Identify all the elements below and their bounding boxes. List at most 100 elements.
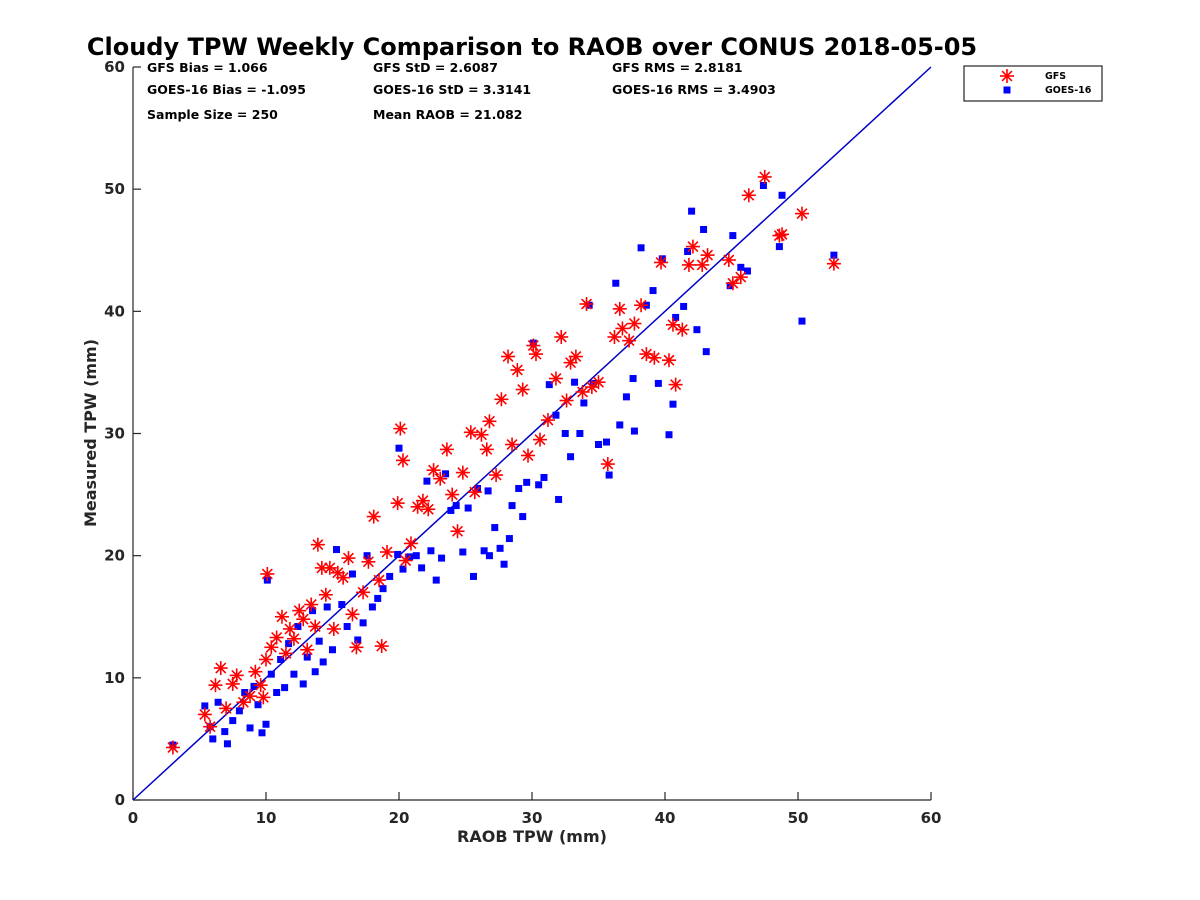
asterisk-stroke — [309, 621, 321, 633]
x-tick-label: 50 — [788, 809, 809, 827]
x-tick-label: 60 — [921, 809, 942, 827]
asterisk-stroke — [635, 299, 647, 311]
gfs-point — [296, 612, 311, 627]
goes16-point — [246, 724, 254, 732]
gfs-point — [474, 427, 489, 442]
asterisk-stroke — [648, 352, 660, 364]
goes16-point — [395, 444, 403, 452]
asterisk-stroke — [271, 632, 283, 644]
goes16-point — [311, 668, 319, 676]
goes16-point — [669, 400, 677, 408]
goes16-point — [223, 740, 231, 748]
asterisk-stroke — [727, 277, 739, 289]
gfs-point — [600, 457, 615, 472]
goes16-point — [254, 701, 262, 709]
goes16-point — [737, 263, 745, 271]
asterisk-stroke — [534, 434, 546, 446]
goes16-point — [262, 720, 270, 728]
gfs-point — [259, 652, 273, 667]
goes16-point — [281, 684, 289, 692]
asterisk-stroke — [376, 640, 388, 652]
gfs-point — [612, 301, 627, 316]
gfs-point — [395, 453, 410, 468]
x-tick-label: 10 — [256, 809, 277, 827]
stat-goes-rms: GOES-16 RMS = 3.4903 — [612, 82, 776, 97]
goes16-point — [775, 243, 783, 251]
gfs-point — [341, 551, 356, 566]
asterisk-stroke — [592, 376, 605, 388]
asterisk-stroke — [555, 331, 567, 343]
goes16-point — [500, 560, 508, 568]
asterisk-stroke — [723, 254, 735, 266]
goes16-point — [798, 317, 806, 325]
asterisk-stroke — [465, 426, 477, 438]
goes16-point — [432, 576, 440, 584]
asterisk-stroke — [324, 562, 336, 574]
asterisk-stroke — [640, 348, 652, 360]
stat-gfs-bias: GFS Bias = 1.066 — [147, 60, 268, 75]
asterisk-stroke — [623, 335, 635, 347]
goes16-point — [359, 619, 367, 627]
goes16-point — [658, 255, 666, 263]
goes16-point — [595, 440, 602, 448]
asterisk-stroke — [392, 497, 404, 509]
gfs-point — [591, 375, 606, 390]
gfs-point — [421, 502, 436, 517]
goes16-point — [585, 301, 593, 309]
asterisk-stroke — [517, 384, 529, 396]
y-tick-label: 30 — [104, 425, 125, 443]
goes16-point — [491, 524, 499, 532]
goes16-point — [523, 478, 531, 486]
gfs-point — [455, 465, 470, 480]
goes16-point — [630, 427, 638, 435]
goes16-point — [693, 326, 701, 334]
gfs-point — [274, 609, 289, 624]
asterisk-stroke — [394, 423, 406, 435]
asterisk-stroke — [1001, 70, 1013, 82]
asterisk-stroke — [696, 259, 708, 271]
goes16-point — [571, 378, 579, 386]
asterisk-stroke — [602, 458, 614, 470]
stat-goes-std: GOES-16 StD = 3.3141 — [373, 82, 531, 97]
goes16-point — [309, 607, 317, 615]
asterisk-stroke — [328, 623, 340, 635]
goes16-point — [700, 225, 708, 233]
goes16-point — [235, 707, 243, 715]
goes16-point — [348, 570, 356, 578]
gfs-point — [314, 560, 329, 575]
goes16-point — [229, 717, 237, 725]
gfs-point — [757, 169, 772, 184]
asterisk-stroke — [422, 503, 434, 515]
gfs-point — [647, 350, 662, 365]
gfs-point — [203, 719, 218, 734]
gfs-point — [675, 322, 690, 337]
gfs-point — [310, 537, 325, 552]
reference-line — [132, 66, 932, 801]
gfs-point — [695, 257, 710, 272]
goes16-point — [649, 287, 657, 295]
asterisk-stroke — [280, 647, 292, 659]
goes16-point — [332, 546, 340, 554]
goes16-point — [363, 552, 371, 560]
y-tick-label: 40 — [104, 302, 125, 320]
gfs-point — [380, 545, 395, 560]
asterisk-stroke — [483, 415, 495, 427]
goes16-point — [778, 191, 786, 199]
goes16-point — [515, 484, 523, 492]
goes16-point — [303, 653, 311, 661]
asterisk-stroke — [199, 708, 211, 720]
goes16-point — [214, 698, 222, 706]
gfs-point — [489, 468, 504, 483]
gfs-point — [243, 689, 258, 704]
asterisk-stroke — [581, 298, 593, 310]
gfs-point — [304, 597, 319, 612]
gfs-point — [615, 321, 630, 336]
goes16-point — [329, 646, 336, 654]
goes16-point — [561, 430, 569, 437]
legend-box — [963, 65, 1103, 102]
asterisk-stroke — [346, 608, 358, 620]
gfs-point — [278, 646, 293, 661]
gfs-point — [248, 664, 263, 679]
goes16-point — [743, 267, 751, 275]
